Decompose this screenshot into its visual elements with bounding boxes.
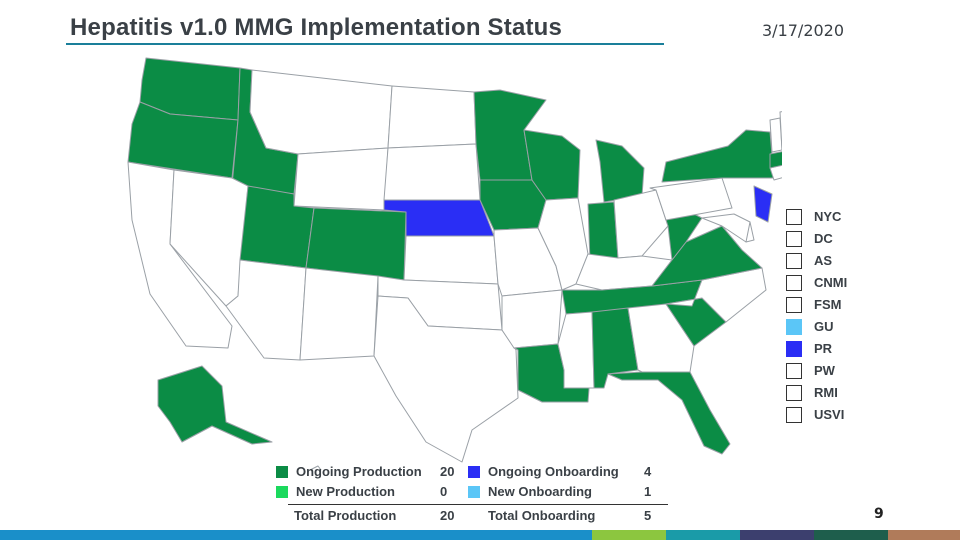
legend-ongoing-production: Ongoing Production 20 [276, 464, 476, 480]
state-wy [293, 147, 389, 211]
territory-item-fsm: FSM [786, 297, 906, 315]
state-va [651, 225, 763, 287]
state-md [701, 213, 751, 243]
legend-label: Ongoing Production [296, 464, 422, 479]
state-mi [595, 139, 645, 203]
territory-label: PR [814, 341, 833, 356]
state-ar [501, 289, 563, 349]
total-onboarding-label: Total Onboarding [488, 508, 596, 523]
state-nd [387, 85, 477, 149]
page-title: Hepatitis v1.0 MMG Implementation Status [70, 14, 563, 41]
territory-label: DC [814, 231, 833, 246]
legend-swatch [468, 486, 480, 498]
territory-item-cnmi: CNMI [786, 275, 906, 293]
legend-label: New Onboarding [488, 484, 592, 499]
territory-item-gu: GU [786, 319, 906, 337]
footer-color-bar [0, 530, 960, 540]
territory-label: USVI [814, 407, 845, 422]
territory-item-pr: PR [786, 341, 906, 359]
territory-label: AS [814, 253, 833, 268]
legend-label: New Production [296, 484, 395, 499]
territory-status-box [786, 275, 802, 291]
territory-status-box [786, 341, 802, 357]
legend-label: Ongoing Onboarding [488, 464, 619, 479]
state-vt [769, 117, 782, 153]
state-nc [665, 267, 767, 323]
status-legend: Ongoing Production 20 New Production 0 O… [276, 462, 668, 526]
total-production-count: 20 [440, 508, 455, 523]
legend-ongoing-onboarding: Ongoing Onboarding 4 [468, 464, 668, 480]
footer-segment [666, 530, 740, 540]
state-ks [403, 235, 499, 285]
legend-divider [288, 504, 668, 505]
legend-count: 1 [644, 484, 652, 499]
state-nm [299, 267, 379, 361]
state-in [587, 201, 619, 263]
territory-status-box [786, 319, 802, 335]
state-fl [607, 371, 731, 455]
footer-segment [592, 530, 666, 540]
territory-item-nyc: NYC [786, 209, 906, 227]
territory-label: PW [814, 363, 835, 378]
territory-label: RMI [814, 385, 838, 400]
territory-status-box [786, 209, 802, 225]
state-hi [309, 465, 322, 470]
footer-segment [888, 530, 960, 540]
state-ia [479, 179, 547, 231]
territory-status-box [786, 297, 802, 313]
territory-label: NYC [814, 209, 842, 224]
total-production-label: Total Production [294, 508, 397, 523]
state-nj [753, 185, 773, 223]
territory-status-box [786, 407, 802, 423]
territory-item-usvi: USVI [786, 407, 906, 425]
state-ny [661, 129, 775, 183]
state-nh [779, 111, 782, 151]
page-number: 9 [874, 506, 884, 522]
state-mt [249, 69, 393, 155]
state-ma [769, 151, 782, 169]
report-date: 3/17/2020 [762, 21, 845, 40]
territory-item-as: AS [786, 253, 906, 271]
footer-segment [740, 530, 814, 540]
territory-item-rmi: RMI [786, 385, 906, 403]
state-pa [649, 177, 733, 221]
state-sd [383, 143, 481, 201]
us-states-map [127, 57, 782, 470]
total-onboarding-count: 5 [644, 508, 652, 523]
legend-new-production: New Production 0 [276, 484, 476, 500]
territory-item-pw: PW [786, 363, 906, 381]
footer-segment [814, 530, 888, 540]
territory-status-box [786, 385, 802, 401]
legend-swatch [276, 486, 288, 498]
territory-status-box [786, 231, 802, 247]
territory-label: FSM [814, 297, 842, 312]
state-ak [157, 365, 273, 445]
title-underline [66, 43, 664, 45]
territory-label: GU [814, 319, 834, 334]
legend-count: 20 [440, 464, 455, 479]
territory-status-box [786, 253, 802, 269]
legend-count: 0 [440, 484, 448, 499]
legend-count: 4 [644, 464, 652, 479]
legend-new-onboarding: New Onboarding 1 [468, 484, 668, 500]
territory-item-dc: DC [786, 231, 906, 249]
state-oh [613, 189, 669, 259]
legend-swatch [468, 466, 480, 478]
state-tx [373, 295, 519, 463]
footer-segment [0, 530, 592, 540]
territory-status-box [786, 363, 802, 379]
territory-label: CNMI [814, 275, 848, 290]
legend-swatch [276, 466, 288, 478]
state-il [537, 197, 589, 291]
